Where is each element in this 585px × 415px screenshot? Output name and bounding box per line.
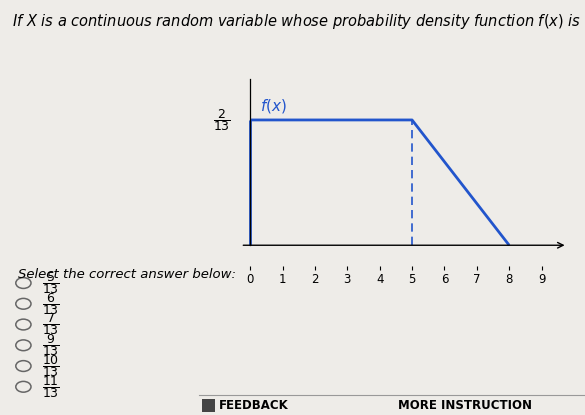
Text: $\dfrac{7}{13}$: $\dfrac{7}{13}$ [42,312,60,337]
Text: MORE INSTRUCTION: MORE INSTRUCTION [398,399,532,413]
Text: FEEDBACK: FEEDBACK [219,399,289,413]
Text: If $X$ is a continuous random variable whose probability density function $f(x)$: If $X$ is a continuous random variable w… [12,12,585,32]
Text: $\dfrac{10}{13}$: $\dfrac{10}{13}$ [42,353,60,379]
Text: $\dfrac{5}{13}$: $\dfrac{5}{13}$ [42,270,60,296]
Text: $\dfrac{11}{13}$: $\dfrac{11}{13}$ [42,374,60,400]
Text: $\dfrac{2}{13}$: $\dfrac{2}{13}$ [213,107,230,133]
Text: $\dfrac{9}{13}$: $\dfrac{9}{13}$ [42,332,60,358]
Text: $\dfrac{6}{13}$: $\dfrac{6}{13}$ [42,291,60,317]
Text: Select the correct answer below:: Select the correct answer below: [18,268,236,281]
Text: $f(x)$: $f(x)$ [260,97,287,115]
